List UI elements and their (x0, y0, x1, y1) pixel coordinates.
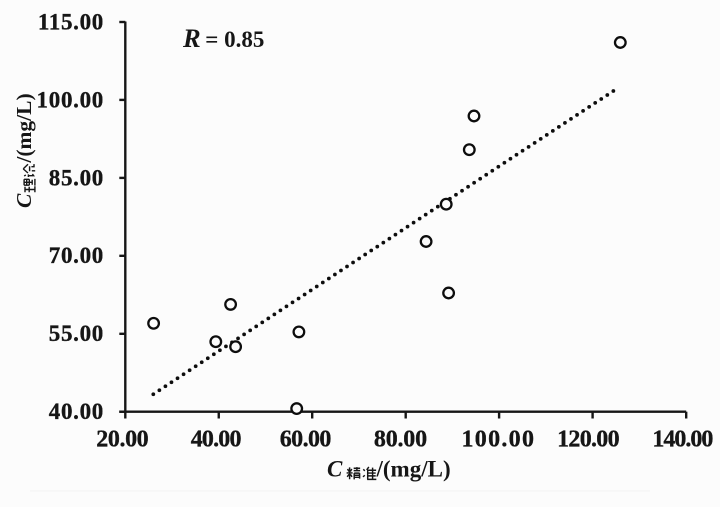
svg-text:60.00: 60.00 (280, 426, 332, 452)
svg-text:R = 0.85: R = 0.85 (182, 23, 264, 53)
svg-text:55.00: 55.00 (49, 321, 104, 346)
svg-text:70.00: 70.00 (49, 243, 104, 268)
svg-text:100.00: 100.00 (461, 426, 535, 452)
svg-text:40.00: 40.00 (191, 426, 242, 452)
svg-text:120.00: 120.00 (557, 426, 620, 452)
svg-text:140.00: 140.00 (652, 426, 713, 452)
svg-text:/(mg/L): /(mg/L) (376, 456, 451, 481)
svg-text:/(mg/L): /(mg/L) (12, 93, 36, 163)
svg-text:80.00: 80.00 (374, 426, 427, 452)
svg-text:100.00: 100.00 (37, 87, 104, 112)
svg-text:115.00: 115.00 (38, 9, 104, 34)
svg-text:20.00: 20.00 (96, 426, 148, 452)
svg-text:C: C (12, 193, 36, 208)
svg-text:C: C (327, 456, 343, 481)
svg-text:40.00: 40.00 (49, 399, 104, 424)
svg-text:85.00: 85.00 (49, 165, 104, 190)
